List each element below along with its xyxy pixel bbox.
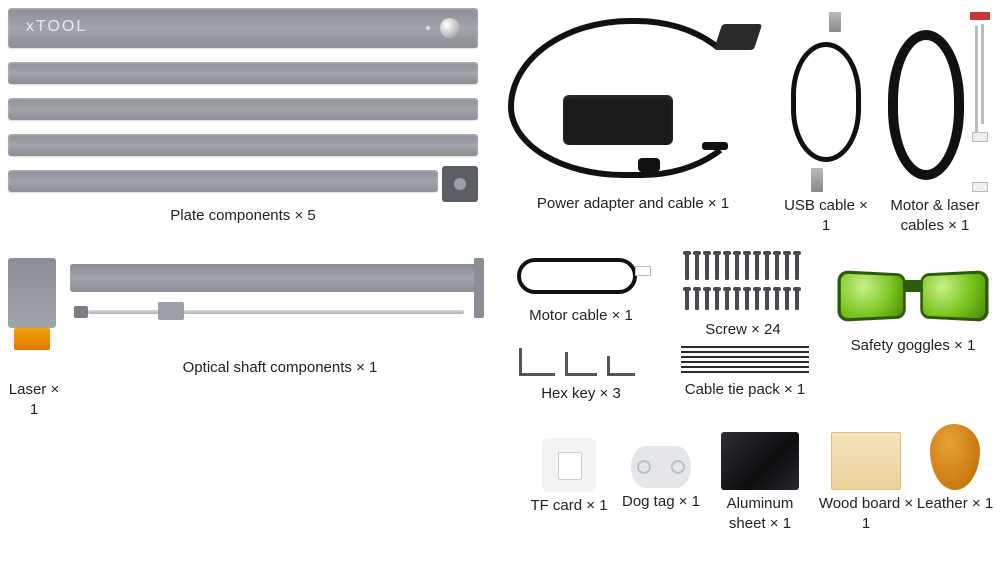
- optical-label-wrap: Optical shaft components × 1: [90, 354, 470, 378]
- tf-card-label: TF card × 1: [524, 496, 614, 516]
- plate-bar-1: xTOOL: [8, 8, 478, 48]
- brand-logo: xTOOL: [26, 18, 87, 36]
- aluminum-sheet-item: Aluminum sheet × 1: [710, 432, 810, 533]
- optical-shaft-group: [8, 258, 484, 358]
- usb-cable-label: USB cable × 1: [778, 196, 874, 235]
- optical-rail: [70, 264, 484, 292]
- plate-bar-5: [8, 170, 438, 192]
- screw-item: Screw × 24: [678, 250, 808, 340]
- leather-label: Leather × 1: [910, 494, 1000, 514]
- indicator-dot: [426, 26, 430, 30]
- safety-goggles-icon: [833, 258, 993, 332]
- tf-card-icon: [542, 438, 596, 492]
- power-adapter-label: Power adapter and cable × 1: [498, 194, 768, 214]
- screw-label: Screw × 24: [678, 320, 808, 340]
- hex-key-item: Hex key × 3: [506, 340, 656, 404]
- usb-cable-icon: [781, 12, 871, 192]
- aluminum-sheet-icon: [721, 432, 799, 490]
- shaft-carriage: [158, 302, 184, 320]
- plate-components-group: xTOOL Plate components × 5: [8, 8, 478, 226]
- ac-plug-icon: [714, 24, 762, 50]
- leather-item: Leather × 1: [910, 424, 1000, 514]
- leather-icon: [930, 424, 980, 490]
- optical-shaft-label: Optical shaft components × 1: [90, 358, 470, 378]
- power-adapter-icon: [498, 10, 758, 190]
- safety-goggles-label: Safety goggles × 1: [828, 336, 998, 356]
- cable-tie-item: Cable tie pack × 1: [670, 342, 820, 400]
- laser-label-wrap: Laser × 1: [4, 376, 64, 419]
- hex-key-icon: [511, 340, 651, 380]
- laser-module-icon: [8, 258, 56, 328]
- plate-bar-4: [8, 134, 478, 156]
- cable-tie-label: Cable tie pack × 1: [670, 380, 820, 400]
- laser-label: Laser × 1: [4, 380, 64, 419]
- usb-cable-item: USB cable × 1: [778, 12, 874, 235]
- rail-end-bracket: [474, 258, 484, 318]
- motor-laser-cables-item: Motor & laser cables × 1: [876, 12, 994, 235]
- plate-bar-3: [8, 98, 478, 120]
- control-knob: [440, 18, 460, 38]
- screw-icon: [683, 250, 803, 316]
- cable-tie-icon: [675, 342, 815, 376]
- plate-components-label: Plate components × 5: [8, 206, 478, 226]
- wood-board-item: Wood board × 1: [818, 432, 914, 533]
- motor-laser-cables-icon: [880, 12, 990, 192]
- dog-tag-item: Dog tag × 1: [616, 438, 706, 512]
- motor-cable-icon: [511, 252, 651, 302]
- motor-laser-cables-label: Motor & laser cables × 1: [876, 196, 994, 235]
- motor-cable-label: Motor cable × 1: [506, 306, 656, 326]
- power-adapter-item: Power adapter and cable × 1: [498, 10, 768, 214]
- tf-card-item: TF card × 1: [524, 438, 614, 516]
- dog-tag-icon: [631, 446, 691, 488]
- hex-key-label: Hex key × 3: [506, 384, 656, 404]
- motor-cable-item: Motor cable × 1: [506, 252, 656, 326]
- aluminum-sheet-label: Aluminum sheet × 1: [710, 494, 810, 533]
- plate-bar-2: [8, 62, 478, 84]
- wood-board-label: Wood board × 1: [818, 494, 914, 533]
- stepper-motor-icon: [442, 166, 478, 202]
- wood-board-icon: [831, 432, 901, 490]
- optical-shaft-rod: [88, 310, 464, 314]
- safety-goggles-item: Safety goggles × 1: [828, 258, 998, 356]
- dog-tag-label: Dog tag × 1: [616, 492, 706, 512]
